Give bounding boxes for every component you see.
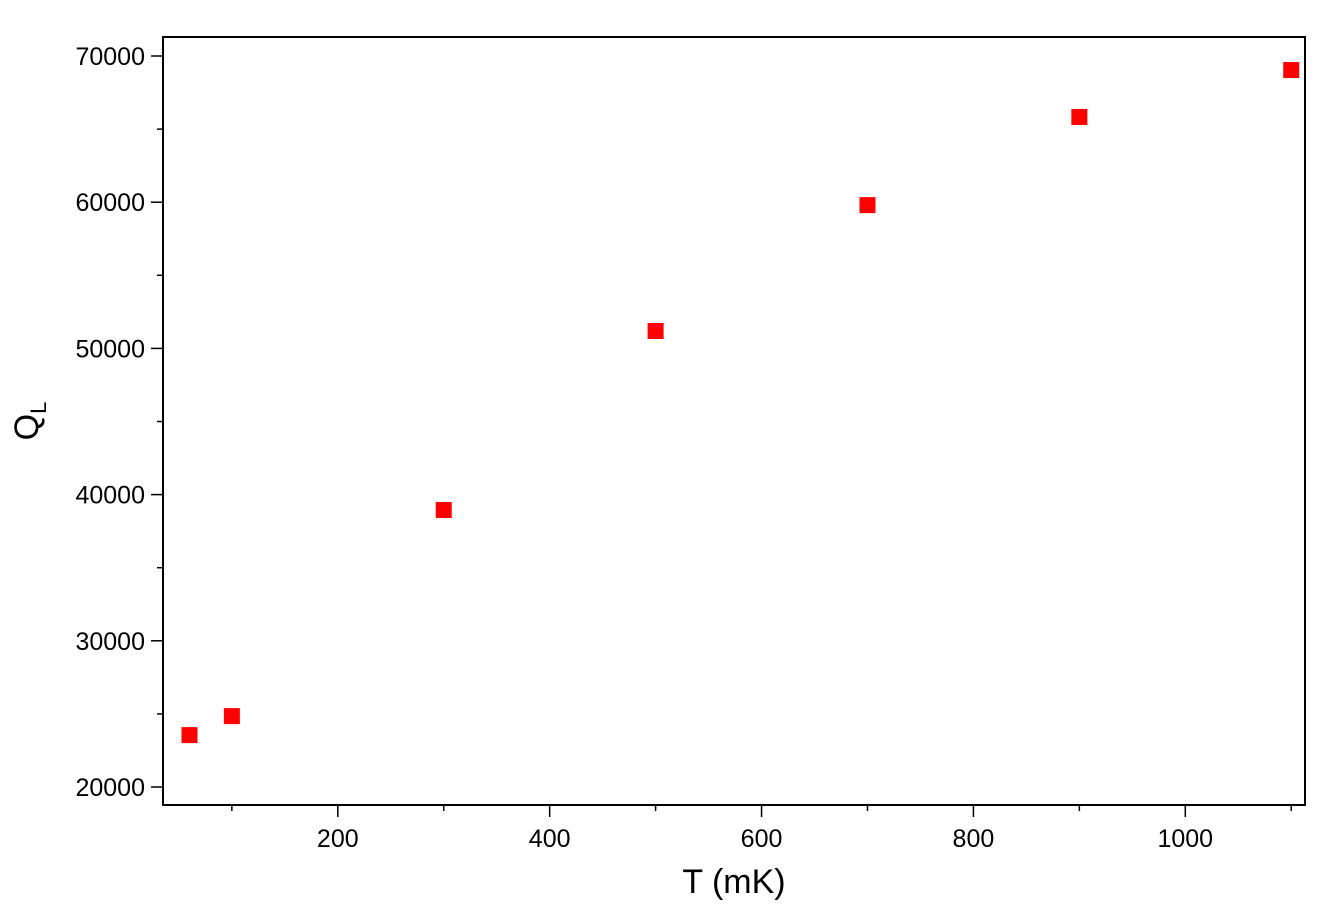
plot-frame: [162, 36, 1306, 806]
y-axis-label-sub: L: [26, 402, 51, 414]
x-tick-label: 400: [529, 825, 571, 853]
x-tick-label: 600: [741, 825, 783, 853]
marker: [1071, 108, 1088, 125]
marker: [647, 323, 664, 340]
x-tick-label: 200: [317, 825, 359, 853]
y-tick-label: 40000: [75, 482, 145, 510]
y-axis-label: QL: [8, 402, 51, 441]
y-tick-label: 70000: [75, 43, 145, 71]
y-axis-label-group: QL: [8, 402, 51, 441]
marker: [859, 197, 876, 214]
marker: [223, 708, 240, 725]
marker: [1283, 62, 1300, 79]
y-tick-label: 50000: [75, 335, 145, 363]
x-axis-label: T (mK): [682, 863, 785, 901]
y-tick-label: 60000: [75, 189, 145, 217]
marker: [435, 501, 452, 518]
marker: [181, 727, 198, 744]
y-tick-label: 30000: [75, 628, 145, 656]
x-tick-label: 1000: [1157, 825, 1213, 853]
y-tick-label: 20000: [75, 774, 145, 802]
x-tick-label: 800: [953, 825, 995, 853]
y-axis-label-main: Q: [8, 414, 46, 440]
